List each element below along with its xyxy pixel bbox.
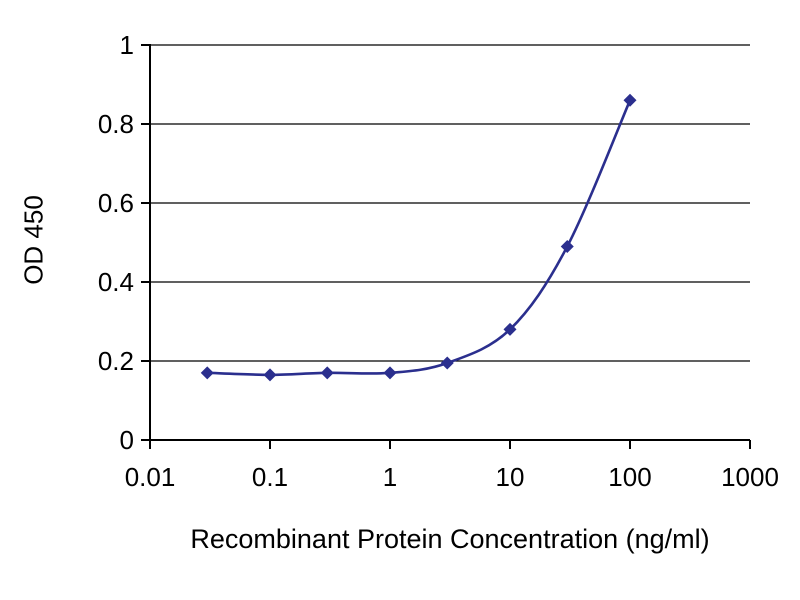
series-line xyxy=(207,99,632,377)
x-tick-label: 1 xyxy=(383,462,397,492)
data-point-marker xyxy=(263,368,277,382)
x-tick-label: 0.1 xyxy=(252,462,288,492)
y-tick-label: 0.2 xyxy=(98,346,134,376)
x-tick-label: 10 xyxy=(496,462,525,492)
data-point-marker xyxy=(320,366,334,380)
y-tick-label: 0.4 xyxy=(98,267,134,297)
data-point-marker xyxy=(200,366,214,380)
x-tick-label: 0.01 xyxy=(125,462,176,492)
x-tick-label: 100 xyxy=(608,462,651,492)
data-point-marker xyxy=(383,366,397,380)
data-point-marker xyxy=(623,93,637,107)
y-tick-label: 0 xyxy=(120,425,134,455)
data-point-marker xyxy=(440,356,454,370)
data-point-marker xyxy=(560,239,574,253)
y-tick-label: 0.6 xyxy=(98,188,134,218)
y-tick-label: 0.8 xyxy=(98,109,134,139)
x-axis-label: Recombinant Protein Concentration (ng/ml… xyxy=(190,524,710,554)
data-point-marker xyxy=(503,322,517,336)
x-tick-label: 1000 xyxy=(721,462,779,492)
y-tick-label: 1 xyxy=(120,30,134,60)
y-axis-label: OD 450 xyxy=(18,195,49,285)
